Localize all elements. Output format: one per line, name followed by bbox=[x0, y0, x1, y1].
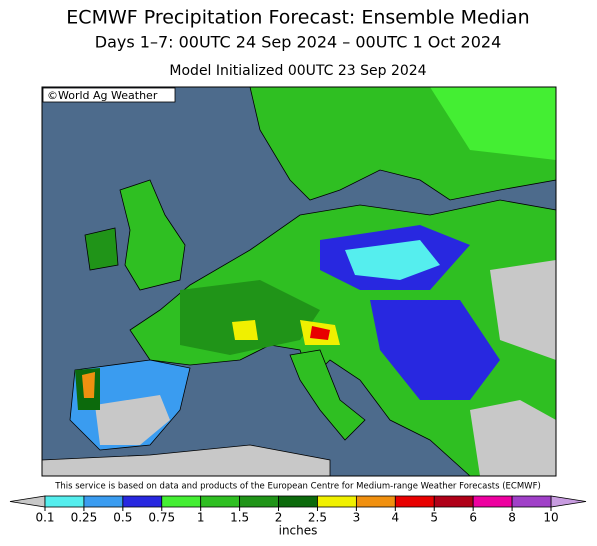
service-note: This service is based on data and produc… bbox=[54, 482, 541, 492]
colorbar-tick-label: 2 bbox=[275, 511, 283, 525]
colorbar-tick-label: 6 bbox=[469, 511, 477, 525]
land bbox=[289, 349, 366, 441]
land bbox=[370, 300, 500, 400]
map-frame bbox=[41, 86, 557, 477]
colorbar-unit: inches bbox=[279, 524, 318, 538]
credit: ©World Ag Weather bbox=[47, 89, 158, 102]
colorbar-segment bbox=[44, 495, 85, 508]
colorbar-segment bbox=[200, 495, 241, 508]
colorbar-segment bbox=[161, 495, 202, 508]
land bbox=[345, 240, 440, 280]
land bbox=[430, 87, 556, 160]
title: ECMWF Precipitation Forecast: Ensemble M… bbox=[66, 7, 529, 29]
subtitle: Days 1–7: 00UTC 24 Sep 2024 – 00UTC 1 Oc… bbox=[95, 33, 502, 52]
map bbox=[41, 86, 557, 477]
colorbar-segment bbox=[239, 495, 279, 508]
colorbar-tick-label: 4 bbox=[391, 511, 399, 525]
colorbar-tick-label: 0.1 bbox=[35, 511, 54, 525]
colorbar-tick-label: 8 bbox=[508, 511, 516, 525]
land bbox=[95, 395, 170, 445]
land bbox=[180, 280, 320, 355]
land bbox=[129, 199, 557, 477]
colorbar-segment bbox=[278, 495, 318, 508]
credit-box bbox=[42, 87, 176, 103]
land bbox=[82, 372, 95, 398]
land bbox=[119, 179, 186, 291]
colorbar-tick-label: 0.75 bbox=[148, 511, 175, 525]
colorbar-under bbox=[9, 495, 46, 508]
colorbar-over bbox=[550, 495, 587, 508]
colorbar-segment bbox=[355, 495, 396, 508]
colorbar-tick-label: 10 bbox=[543, 511, 558, 525]
land bbox=[310, 326, 330, 340]
land bbox=[470, 400, 556, 476]
colorbar-tick-label: 3 bbox=[353, 511, 361, 525]
colorbar-segment bbox=[511, 495, 552, 508]
colorbar-segment bbox=[433, 495, 474, 508]
colorbar-tick-label: 1 bbox=[197, 511, 205, 525]
colorbar-tick-label: 0.25 bbox=[71, 511, 98, 525]
initialized: Model Initialized 00UTC 23 Sep 2024 bbox=[169, 63, 426, 79]
colorbar-segment bbox=[394, 495, 435, 508]
land bbox=[84, 227, 119, 271]
colorbar-segment bbox=[83, 495, 124, 508]
land bbox=[490, 260, 556, 360]
colorbar-tick-label: 1.5 bbox=[230, 511, 249, 525]
colorbar-segment bbox=[122, 495, 163, 508]
colorbar-tick-label: 2.5 bbox=[308, 511, 327, 525]
colorbar-segment bbox=[472, 495, 513, 508]
colorbar-segment bbox=[317, 495, 357, 508]
land bbox=[232, 320, 258, 340]
colorbar-tick-label: 0.5 bbox=[113, 511, 132, 525]
colorbar-tick-label: 5 bbox=[430, 511, 438, 525]
